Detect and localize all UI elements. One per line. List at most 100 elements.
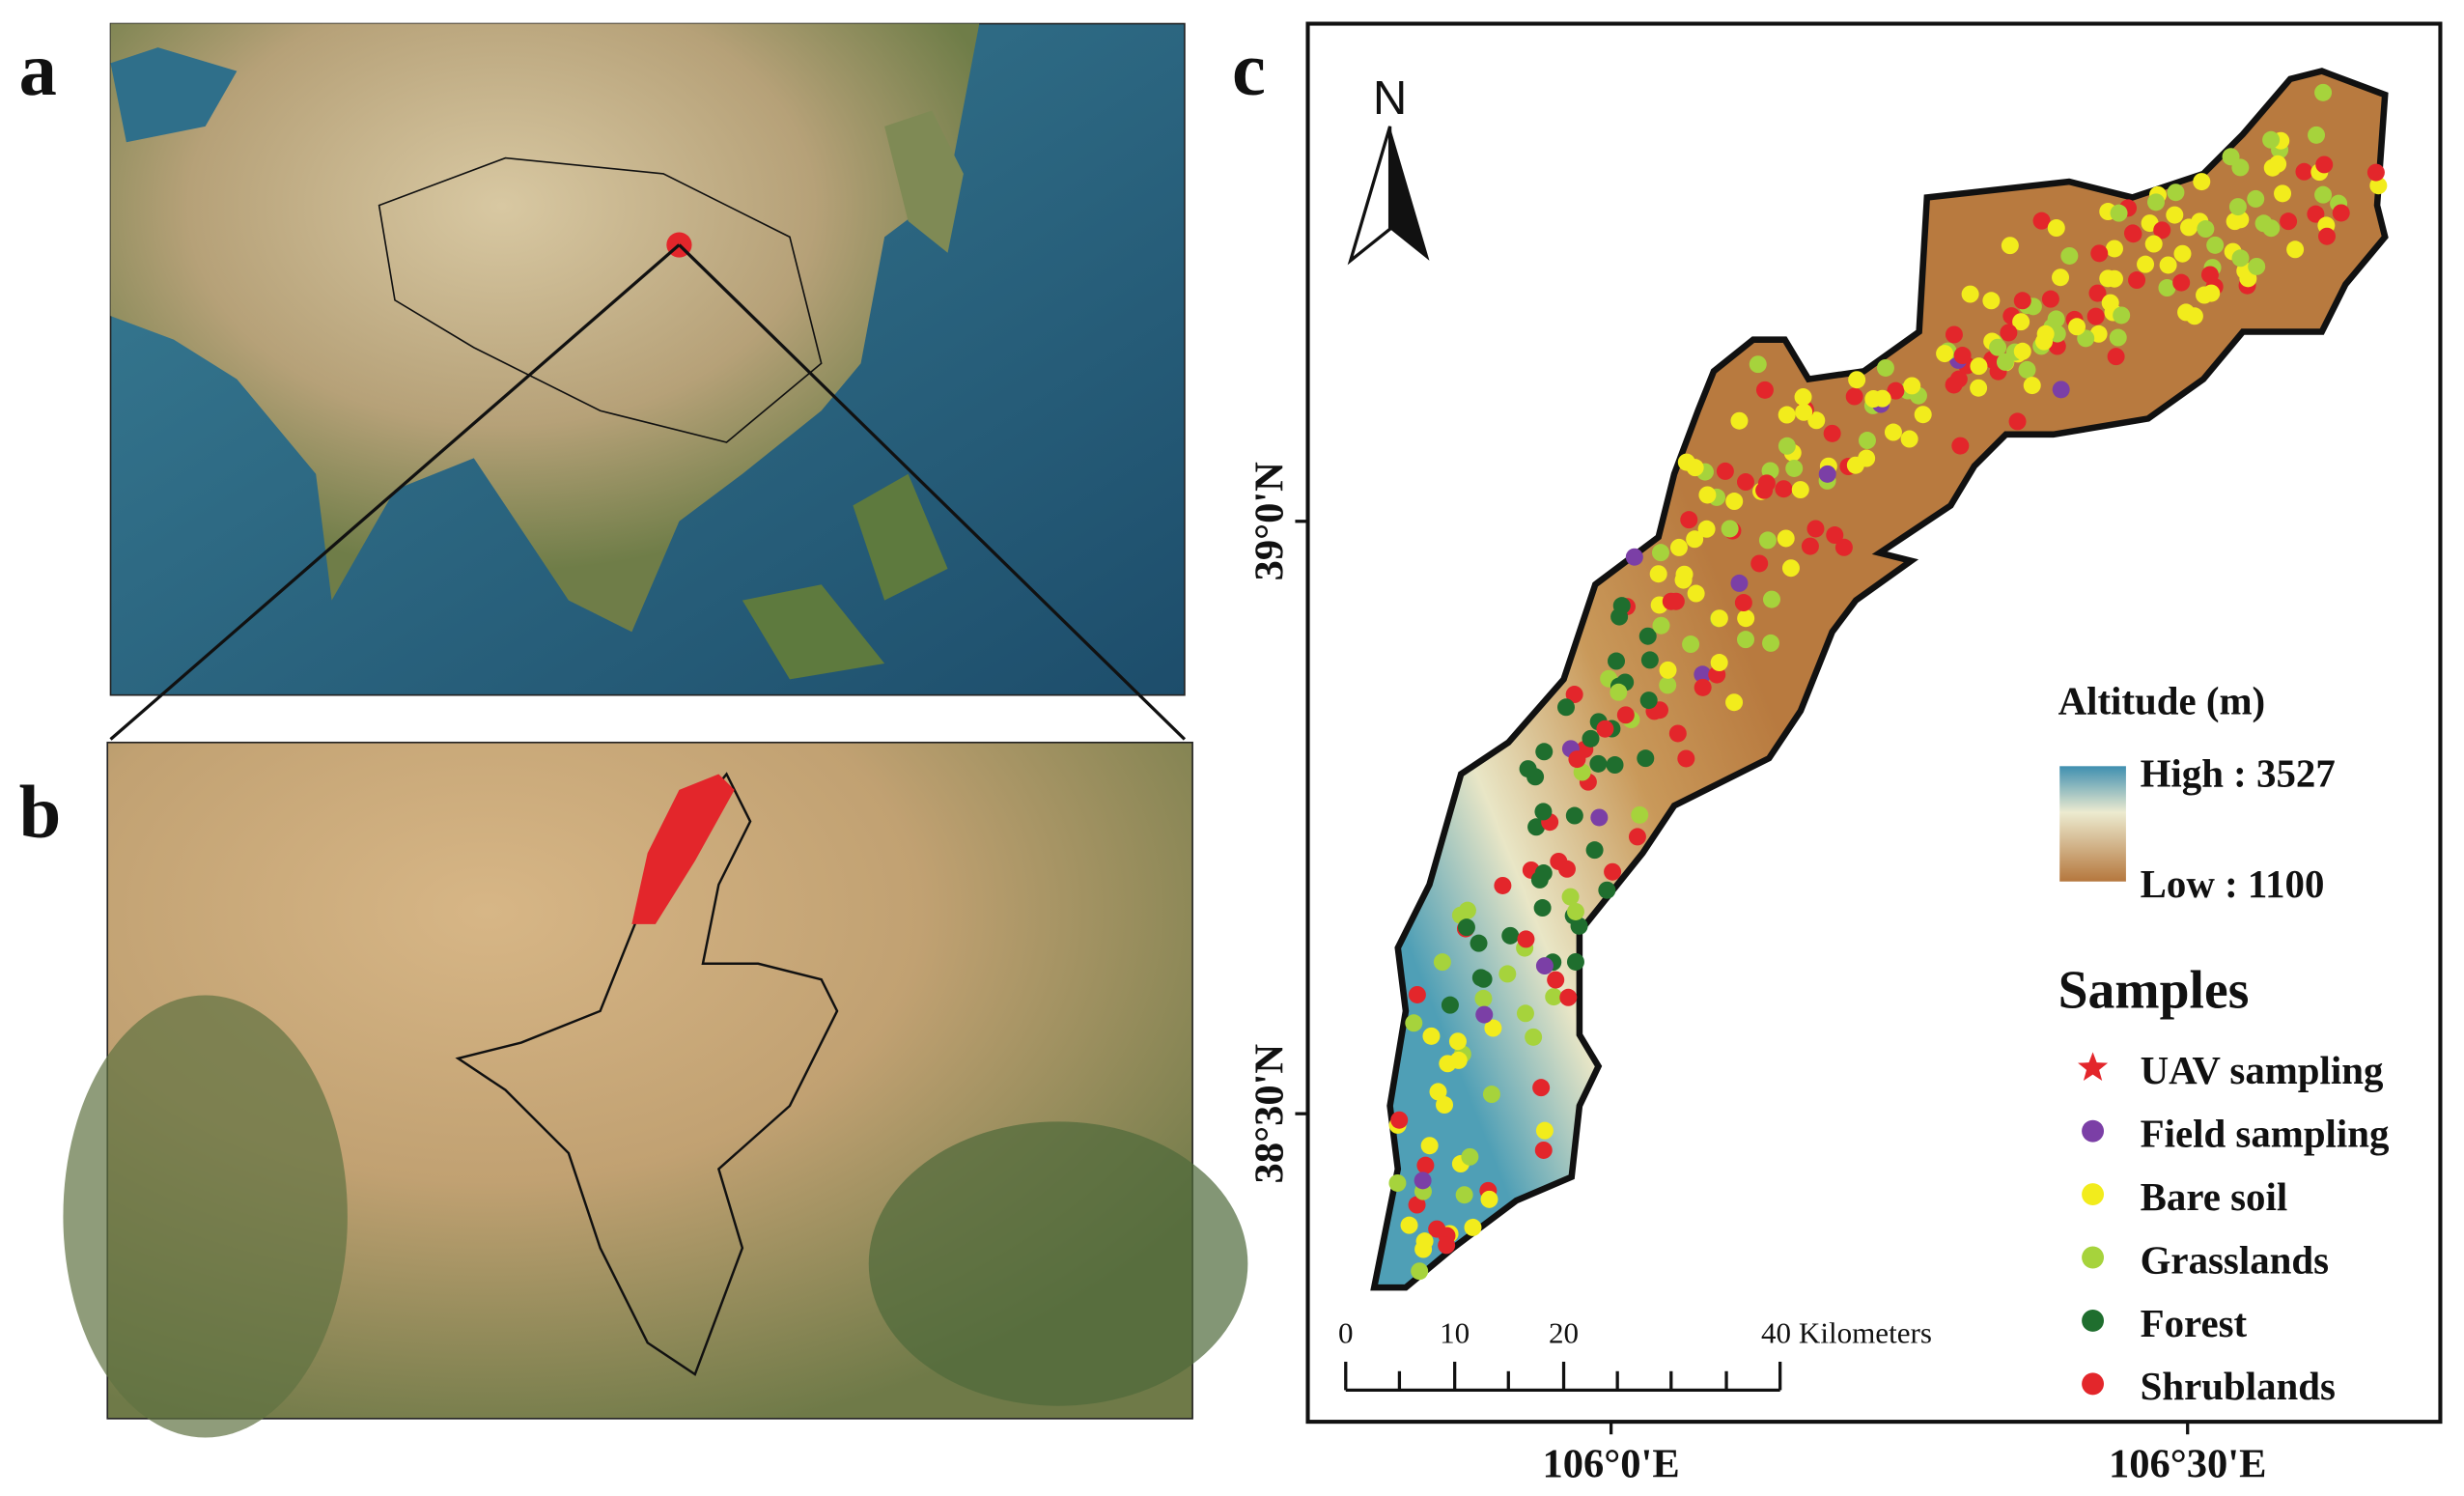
sample-point [2060, 246, 2079, 265]
sample-point [1903, 377, 1921, 395]
sample-point [1534, 1141, 1553, 1159]
sample-point [1846, 456, 1864, 474]
legend-low: Low : 1100 [2141, 862, 2325, 906]
sample-point [1982, 292, 2001, 310]
sample-point [1736, 473, 1754, 492]
sample-point [2366, 163, 2385, 182]
sample-point [2159, 256, 2177, 274]
sample-point [1757, 474, 1776, 493]
sample-point [1666, 592, 1685, 610]
scale-label: 10 [1440, 1315, 1470, 1349]
sample-point [1433, 953, 1451, 972]
north-label: N [1373, 72, 1407, 125]
sample-point [1416, 1156, 1435, 1174]
sample-point [2239, 269, 2257, 288]
sample-point [1730, 411, 1749, 430]
sample-point [1848, 371, 1866, 389]
sample-point [1525, 1028, 1543, 1046]
sample-point [1677, 453, 1695, 471]
sample-point [2202, 284, 2221, 302]
panel-label: a [19, 27, 57, 111]
legend-label: Shrublands [2141, 1365, 2336, 1408]
sample-point [1457, 918, 1475, 937]
sample-point [1585, 841, 1604, 860]
sample-point [1762, 590, 1780, 608]
north-arrow [1389, 126, 1430, 261]
scale-bar: 0 10 20 40 Kilometers [1338, 1315, 1932, 1393]
sample-point [1408, 1196, 1426, 1214]
sample-point [1405, 1014, 1423, 1032]
sample-point [2314, 83, 2333, 101]
island [742, 473, 948, 680]
sample-point [2172, 273, 2191, 292]
sample-point [2185, 307, 2203, 325]
longitude-label: 106°0'E [1543, 1441, 1680, 1486]
sample-point [1420, 1137, 1439, 1155]
sample-point [1589, 754, 1608, 773]
legend-title: Altitude (m) [2058, 679, 2266, 722]
sample-point [2262, 130, 2281, 149]
sample-point [1637, 749, 1655, 768]
sample-point [2105, 240, 2123, 258]
sample-point [2137, 255, 2155, 273]
sample-point [2286, 240, 2305, 259]
scale-label: 20 [1549, 1315, 1579, 1349]
sample-point [1669, 538, 1688, 556]
legend-high: High : 3527 [2141, 752, 2336, 796]
sample-point [2173, 244, 2192, 263]
sample-point [1668, 724, 1687, 743]
zoom-line [109, 243, 681, 741]
sample-point [1807, 411, 1826, 430]
zoom-line [678, 243, 1187, 741]
sample-point [1604, 862, 1622, 881]
sample-point [2090, 244, 2109, 263]
sample-point [2147, 193, 2165, 212]
sample-point [1834, 538, 1853, 556]
sample-point [1823, 424, 1841, 442]
sample-point [1936, 345, 1954, 363]
sample-point [1694, 678, 1712, 696]
sample-point [1550, 852, 1568, 870]
sample-point [2248, 257, 2266, 275]
legend-symbol [2082, 1119, 2105, 1143]
sample-point [1858, 432, 1876, 450]
sample-point [2144, 235, 2163, 253]
sample-point [1532, 1079, 1551, 1097]
sample-point [1414, 1240, 1433, 1258]
sample-point [1651, 544, 1669, 562]
sample-point [2109, 328, 2127, 347]
sample-point [1498, 965, 1517, 983]
panel-a [109, 22, 1187, 741]
sample-point [2206, 236, 2225, 254]
sample-point [1749, 355, 1767, 374]
sample-point [1652, 616, 1670, 635]
boundary [455, 772, 839, 1376]
sample-point [2023, 377, 2041, 395]
sample-point [2047, 219, 2065, 238]
legend-label: Grasslands [2141, 1238, 2329, 1282]
sample-point [1534, 803, 1553, 821]
sample-point [1778, 437, 1796, 455]
sample-point [1494, 876, 1512, 894]
legend-symbol [2082, 1183, 2105, 1206]
sample-point [2088, 284, 2107, 302]
sample-point [1762, 634, 1780, 652]
sample-point [1631, 805, 1649, 824]
sample-point [1480, 1190, 1498, 1208]
sample-point [1561, 888, 1580, 906]
sample-point [1436, 1096, 1454, 1114]
sample-point [1565, 686, 1583, 704]
sample-point [2000, 324, 2018, 342]
sample-point [1806, 520, 1825, 538]
sample-point [1441, 996, 1459, 1014]
sample-point [2307, 205, 2325, 223]
sample-point [2041, 290, 2059, 308]
sample-point [1734, 594, 1752, 612]
legend-symbol [2082, 1372, 2105, 1396]
sample-point [1566, 902, 1584, 920]
sample-point [1565, 806, 1583, 825]
sample-point [1675, 565, 1694, 583]
sample-point [2158, 279, 2176, 297]
sample-point [1914, 406, 1932, 424]
